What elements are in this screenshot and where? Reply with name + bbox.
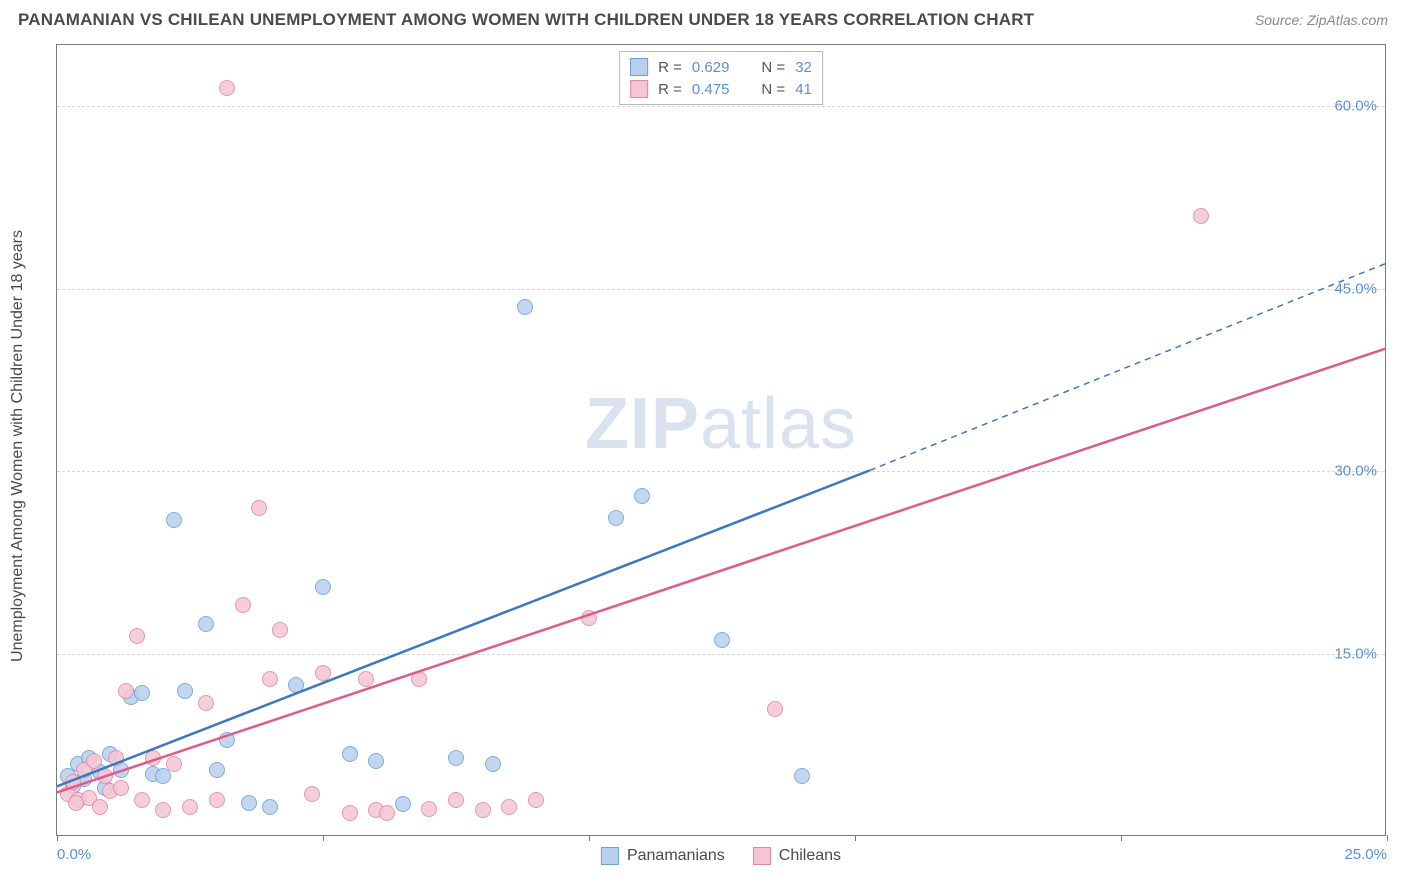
gridline [57,654,1385,655]
data-point [118,683,134,699]
correlation-legend: R = 0.629 N = 32 R = 0.475 N = 41 [619,51,823,105]
y-tick-label: 60.0% [1334,97,1377,114]
legend-item: Panamanians [601,847,725,865]
data-point [177,683,193,699]
data-point [251,500,267,516]
x-tick-mark [589,835,590,841]
data-point [448,792,464,808]
data-point [198,616,214,632]
data-point [485,756,501,772]
y-tick-label: 45.0% [1334,280,1377,297]
data-point [113,780,129,796]
y-tick-label: 15.0% [1334,646,1377,663]
data-point [97,768,113,784]
data-point [342,805,358,821]
data-point [634,488,650,504]
data-point [145,750,161,766]
y-axis-label: Unemployment Among Women with Children U… [9,230,27,662]
data-point [182,799,198,815]
legend-swatch [601,847,619,865]
legend-n-label: N = [761,59,785,76]
data-point [155,802,171,818]
data-point [134,685,150,701]
data-point [272,622,288,638]
data-point [315,665,331,681]
legend-n-value: 32 [795,59,812,76]
data-point [304,786,320,802]
data-point [219,732,235,748]
data-point [411,671,427,687]
chart-plot-area: 15.0%30.0%45.0%60.0%0.0%25.0% ZIPatlas R… [56,44,1386,836]
data-point [315,579,331,595]
legend-r-label: R = [658,59,682,76]
data-point [209,762,225,778]
data-point [475,802,491,818]
legend-r-value: 0.629 [692,59,730,76]
gridline [57,471,1385,472]
gridline [57,289,1385,290]
data-point [395,796,411,812]
legend-r-label: R = [658,81,682,98]
legend-label: Chileans [779,847,841,865]
legend-swatch [630,80,648,98]
data-point [198,695,214,711]
data-point [368,753,384,769]
data-point [421,801,437,817]
data-point [528,792,544,808]
legend-n-label: N = [761,81,785,98]
data-point [209,792,225,808]
data-point [517,299,533,315]
data-point [581,610,597,626]
x-tick-mark [323,835,324,841]
data-point [358,671,374,687]
data-point [342,746,358,762]
legend-label: Panamanians [627,847,725,865]
data-point [219,80,235,96]
data-point [241,795,257,811]
x-tick-mark [1387,835,1388,841]
x-tick-mark [57,835,58,841]
data-point [262,671,278,687]
data-point [86,753,102,769]
data-point [608,510,624,526]
data-point [129,628,145,644]
legend-item: Chileans [753,847,841,865]
legend-stat-row: R = 0.475 N = 41 [630,78,812,100]
data-point [68,795,84,811]
x-tick-label: 25.0% [1344,846,1387,863]
data-point [501,799,517,815]
data-point [108,750,124,766]
data-point [1193,208,1209,224]
data-point [262,799,278,815]
data-point [379,805,395,821]
y-tick-label: 30.0% [1334,463,1377,480]
x-tick-mark [1121,835,1122,841]
x-tick-label: 0.0% [57,846,91,863]
data-point [767,701,783,717]
data-point [92,799,108,815]
data-point [235,597,251,613]
chart-title: PANAMANIAN VS CHILEAN UNEMPLOYMENT AMONG… [18,10,1034,30]
data-point [134,792,150,808]
series-legend: Panamanians Chileans [601,847,841,865]
gridline [57,106,1385,107]
data-point [166,756,182,772]
data-point [288,677,304,693]
data-point [166,512,182,528]
data-point [448,750,464,766]
legend-stat-row: R = 0.629 N = 32 [630,56,812,78]
source-attribution: Source: ZipAtlas.com [1255,12,1388,28]
legend-swatch [630,58,648,76]
data-point [714,632,730,648]
legend-n-value: 41 [795,81,812,98]
data-point [794,768,810,784]
legend-r-value: 0.475 [692,81,730,98]
x-tick-mark [855,835,856,841]
legend-swatch [753,847,771,865]
